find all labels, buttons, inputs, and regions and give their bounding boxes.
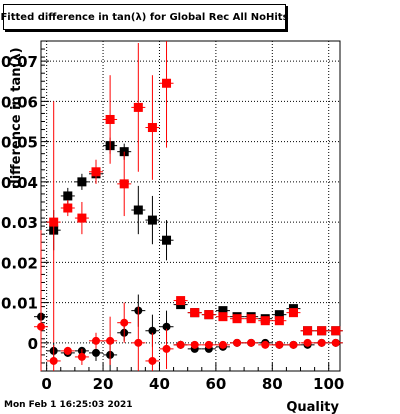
data-point-circle [289, 340, 298, 349]
series-1 [46, 41, 343, 343]
data-point-square [133, 205, 143, 215]
data-point-circle [204, 340, 213, 349]
data-point-circle [148, 356, 157, 365]
grid-lines [41, 41, 340, 371]
data-point-square [331, 326, 341, 336]
data-point-square [77, 177, 87, 187]
data-point-square [105, 114, 115, 124]
data-point-circle [218, 340, 227, 349]
data-marks [34, 41, 343, 371]
data-point-square [176, 296, 186, 306]
data-point-square [147, 215, 157, 225]
data-point-square [218, 306, 228, 316]
data-point-square [246, 314, 256, 324]
data-point-square [63, 203, 73, 213]
data-point-circle [317, 338, 326, 347]
data-point-square [317, 326, 327, 336]
data-point-circle [162, 344, 171, 353]
data-point-square [274, 316, 284, 326]
x-tick-label: 100 [313, 375, 344, 393]
y-tick-label: 0.02 [1, 254, 38, 272]
data-point-circle [303, 338, 312, 347]
data-point-square [204, 310, 214, 320]
data-point-square [162, 235, 172, 245]
data-point-square [232, 314, 242, 324]
data-point-square [274, 310, 284, 320]
chart-title: Fitted difference in tan(λ) for Global R… [0, 11, 289, 23]
y-tick-labels: 0 0.01 0.02 0.03 0.04 0.05 0.06 0.07 [1, 53, 38, 353]
data-point-square [133, 102, 143, 112]
data-point-circle [331, 338, 340, 347]
data-point-square [63, 191, 73, 201]
axis-ticks [41, 48, 330, 372]
data-point-square [218, 312, 228, 322]
data-point-circle [134, 338, 143, 347]
data-point-circle [49, 356, 58, 365]
data-point-circle [120, 318, 129, 327]
data-point-circle [92, 348, 101, 357]
data-point-circle [261, 340, 270, 349]
data-point-square [77, 213, 87, 223]
y-tick-label: 0.04 [1, 174, 38, 192]
x-tick-label: 0 [41, 375, 51, 393]
data-point-square [190, 308, 200, 318]
data-point-square [303, 326, 313, 336]
x-tick-label: 60 [205, 375, 226, 393]
x-tick-label: 80 [262, 375, 283, 393]
data-point-square [119, 179, 129, 189]
data-point-square [288, 308, 298, 318]
chart-title-box: Fitted difference in tan(λ) for Global R… [0, 4, 289, 30]
data-point-circle [92, 336, 101, 345]
plot-frame [40, 40, 341, 372]
data-point-circle [148, 326, 157, 335]
data-point-circle [190, 340, 199, 349]
x-axis-label: Quality [286, 400, 339, 414]
data-point-square [91, 167, 101, 177]
y-tick-label: 0.05 [1, 134, 38, 152]
series-3 [34, 230, 343, 371]
data-point-circle [37, 322, 45, 331]
y-tick-label: 0.07 [1, 53, 38, 71]
data-point-square [162, 78, 172, 88]
data-point-square [49, 217, 59, 227]
data-point-circle [106, 336, 115, 345]
data-point-square [260, 316, 270, 326]
y-tick-label: 0 [28, 335, 38, 353]
data-point-circle [77, 352, 86, 361]
y-tick-label: 0.06 [1, 93, 38, 111]
data-point-circle [233, 338, 242, 347]
y-tick-label: 0.01 [1, 295, 38, 313]
y-tick-label: 0.03 [1, 214, 38, 232]
data-point-circle [162, 322, 171, 331]
data-point-square [147, 123, 157, 133]
data-point-circle [176, 340, 185, 349]
y-axis-label: difference in tan(λ) [9, 47, 24, 188]
data-point-circle [63, 346, 72, 355]
x-tick-labels: 0 20 40 60 80 100 [41, 375, 344, 393]
x-tick-label: 20 [93, 375, 114, 393]
x-tick-label: 40 [149, 375, 170, 393]
data-point-circle [275, 340, 284, 349]
data-point-circle [247, 338, 256, 347]
timestamp: Mon Feb 1 16:25:03 2021 [4, 400, 133, 410]
